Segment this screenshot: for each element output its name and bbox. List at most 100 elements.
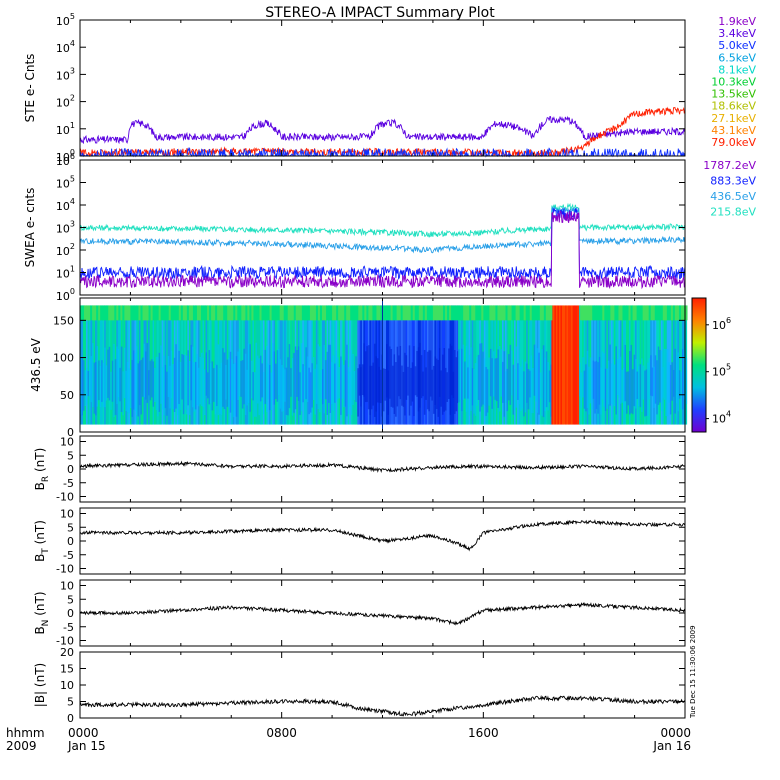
- heatmap-cell: [207, 372, 210, 399]
- heatmap-cell: [80, 355, 83, 415]
- heatmap-column: [529, 305, 532, 425]
- heatmap-column: [520, 305, 523, 425]
- heatmap-top-band: [531, 305, 535, 321]
- heatmap-cell: [470, 347, 473, 411]
- heatmap-top-band: [610, 305, 613, 321]
- heatmap-column: [467, 305, 470, 425]
- heatmap-top-band: [330, 305, 333, 321]
- y-tick-label: 5: [67, 449, 74, 462]
- heatmap-top-band: [336, 305, 339, 321]
- heatmap-column: [574, 305, 577, 425]
- heatmap-top-band: [221, 305, 224, 321]
- heatmap-cell: [535, 345, 538, 402]
- legend-label: 3.4keV: [718, 27, 756, 40]
- heatmap-cell: [476, 356, 479, 406]
- heatmap-cell: [169, 365, 172, 409]
- heatmap-top-band: [287, 305, 291, 321]
- heatmap-cell: [113, 343, 116, 417]
- heatmap-cell: [615, 346, 618, 415]
- heatmap-cell: [176, 360, 179, 416]
- heatmap-top-band: [205, 305, 208, 321]
- time-tick-label: 0800: [266, 726, 297, 740]
- heatmap-top-band: [676, 305, 680, 321]
- heatmap-cell: [282, 367, 285, 411]
- heatmap-cell: [246, 369, 249, 406]
- heatmap-cell: [317, 344, 320, 410]
- heatmap-top-band: [90, 305, 93, 321]
- heatmap-cell: [586, 350, 589, 408]
- heatmap-cell: [539, 372, 542, 399]
- heatmap-top-band: [668, 305, 672, 321]
- heatmap-top-band: [378, 305, 381, 321]
- heatmap-column: [575, 305, 578, 425]
- heatmap-cell: [547, 362, 550, 411]
- heatmap-top-band: [219, 305, 222, 321]
- heatmap-top-band: [519, 305, 523, 321]
- heatmap-cell: [681, 349, 685, 410]
- heatmap-column: [360, 305, 363, 425]
- heatmap-column: [407, 305, 410, 425]
- heatmap-cell: [501, 361, 505, 403]
- heatmap-top-band: [297, 305, 301, 321]
- heatmap-cell: [205, 352, 208, 396]
- y-tick-label: -5: [63, 477, 74, 490]
- heatmap-top-band: [80, 305, 83, 321]
- heatmap-cell: [335, 350, 338, 402]
- heatmap-cell: [120, 346, 123, 412]
- heatmap-cell: [592, 360, 595, 399]
- heatmap-cell: [503, 351, 506, 417]
- heatmap-column: [523, 305, 526, 425]
- heatmap-cell: [492, 351, 496, 397]
- heatmap-top-band: [479, 305, 482, 321]
- heatmap-top-band: [313, 305, 317, 321]
- heatmap-top-band: [511, 305, 515, 321]
- heatmap-top-band: [114, 305, 117, 321]
- heatmap-cell: [83, 360, 86, 411]
- heatmap-cell: [660, 350, 663, 412]
- heatmap-column: [445, 305, 448, 425]
- heatmap-column: [506, 305, 509, 425]
- heatmap-top-band: [666, 305, 670, 321]
- heatmap-cell: [216, 364, 219, 407]
- series-line: [79, 115, 686, 145]
- heatmap-top-band: [213, 305, 216, 321]
- heatmap-column: [119, 305, 122, 425]
- heatmap-cell: [344, 360, 347, 407]
- date-tick-label: Jan 15: [67, 739, 106, 753]
- heatmap-cell: [329, 344, 332, 413]
- heatmap-cell: [437, 359, 440, 417]
- y-tick-label: 103: [56, 66, 75, 82]
- heatmap-cell: [89, 359, 92, 396]
- heatmap-top-band: [598, 305, 601, 321]
- heatmap-cell: [467, 367, 470, 399]
- y-tick-label: 106: [56, 152, 75, 168]
- heatmap-cell: [361, 364, 364, 396]
- heatmap-cell: [582, 357, 585, 398]
- heatmap-cell: [402, 371, 405, 407]
- heatmap-column: [384, 305, 387, 425]
- y-tick-label: 10: [60, 508, 74, 521]
- panel-ste: 1.9keV3.4keV5.0keV6.5keV8.1keV10.3keV13.…: [23, 12, 756, 164]
- heatmap-top-band: [112, 305, 115, 321]
- heatmap-cell: [675, 356, 679, 404]
- heatmap-cell: [275, 363, 278, 400]
- heatmap-column: [347, 305, 350, 425]
- heatmap-top-band: [281, 305, 285, 321]
- heatmap-column: [290, 305, 293, 425]
- heatmap-cell: [191, 346, 195, 408]
- heatmap-cell: [659, 349, 662, 403]
- heatmap-cell: [668, 362, 671, 403]
- heatmap-top-band: [295, 305, 299, 321]
- heatmap-column: [308, 305, 311, 425]
- heatmap-cell: [349, 371, 352, 407]
- heatmap-top-band: [386, 305, 390, 321]
- heatmap-top-band: [186, 305, 190, 321]
- heatmap-column: [105, 305, 108, 425]
- heatmap-cell: [638, 366, 641, 407]
- heatmap-column: [322, 305, 325, 425]
- heatmap-cell: [279, 359, 282, 409]
- heatmap-cell: [163, 355, 166, 416]
- heatmap-cell: [536, 348, 539, 413]
- heatmap-cell: [131, 360, 134, 417]
- heatmap-cell: [312, 357, 316, 401]
